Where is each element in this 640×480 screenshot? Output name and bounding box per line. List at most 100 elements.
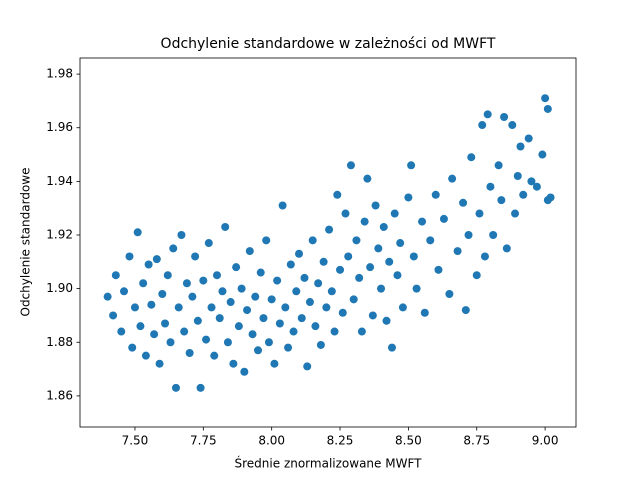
scatter-point bbox=[541, 94, 550, 103]
scatter-point bbox=[215, 314, 224, 323]
scatter-point bbox=[202, 335, 211, 344]
scatter-point bbox=[155, 359, 164, 368]
scatter-point bbox=[210, 351, 219, 360]
scatter-point bbox=[543, 104, 552, 113]
scatter-point bbox=[177, 230, 186, 239]
scatter-point bbox=[185, 348, 194, 357]
scatter-point bbox=[371, 201, 380, 210]
scatter-point bbox=[144, 260, 153, 269]
scatter-point bbox=[409, 252, 418, 261]
scatter-point bbox=[256, 268, 265, 277]
scatter-point bbox=[264, 338, 273, 347]
scatter-point bbox=[355, 273, 364, 282]
scatter-point bbox=[319, 257, 328, 266]
scatter-point bbox=[360, 217, 369, 226]
x-tick-label: 8.50 bbox=[395, 434, 422, 448]
scatter-point bbox=[204, 239, 213, 248]
scatter-point bbox=[147, 300, 156, 309]
scatter-point bbox=[475, 209, 484, 218]
scatter-point bbox=[368, 311, 377, 320]
x-axis-label: Średnie znormalizowane MWFT bbox=[235, 456, 423, 471]
scatter-point bbox=[497, 196, 506, 205]
scatter-point bbox=[524, 134, 533, 143]
scatter-point bbox=[171, 383, 180, 392]
scatter-point bbox=[199, 276, 208, 285]
chart-title: Odchylenie standardowe w zależności od M… bbox=[161, 36, 496, 52]
scatter-point bbox=[180, 327, 189, 336]
y-tick-label: 1.88 bbox=[46, 335, 73, 349]
scatter-point bbox=[327, 287, 336, 296]
scatter-point bbox=[169, 244, 178, 253]
scatter-point bbox=[467, 153, 476, 162]
scatter-point bbox=[188, 292, 197, 301]
scatter-point bbox=[254, 346, 263, 355]
scatter-point bbox=[404, 193, 413, 202]
scatter-point bbox=[459, 198, 468, 207]
scatter-point bbox=[407, 161, 416, 170]
scatter-point bbox=[221, 222, 230, 231]
scatter-point bbox=[103, 292, 112, 301]
scatter-point bbox=[453, 247, 462, 256]
y-tick-label: 1.86 bbox=[46, 388, 73, 402]
scatter-point bbox=[305, 298, 314, 307]
scatter-point bbox=[251, 292, 260, 301]
scatter-point bbox=[363, 174, 372, 183]
scatter-point bbox=[270, 359, 279, 368]
scatter-point bbox=[139, 279, 148, 288]
scatter-point bbox=[229, 359, 238, 368]
scatter-point bbox=[330, 327, 339, 336]
scatter-point bbox=[516, 142, 525, 151]
scatter-point bbox=[193, 316, 202, 325]
scatter-point bbox=[152, 255, 161, 264]
scatter-point bbox=[248, 330, 257, 339]
scatter-point bbox=[174, 303, 183, 312]
scatter-point bbox=[234, 322, 243, 331]
scatter-point bbox=[387, 343, 396, 352]
scatter-point bbox=[125, 252, 134, 261]
scatter-point bbox=[461, 306, 470, 315]
scatter-point bbox=[396, 239, 405, 248]
scatter-point bbox=[377, 284, 386, 293]
scatter-point bbox=[281, 303, 290, 312]
x-tick-label: 7.75 bbox=[190, 434, 217, 448]
scatter-point bbox=[284, 343, 293, 352]
scatter-point bbox=[393, 271, 402, 280]
scatter-point bbox=[344, 252, 353, 261]
scatter-point bbox=[223, 338, 232, 347]
scatter-point bbox=[295, 249, 304, 258]
scatter-point bbox=[357, 327, 366, 336]
scatter-point bbox=[412, 284, 421, 293]
scatter-point bbox=[109, 311, 118, 320]
scatter-point bbox=[278, 201, 287, 210]
scatter-point bbox=[472, 271, 481, 280]
scatter-point bbox=[267, 295, 276, 304]
scatter-point bbox=[382, 316, 391, 325]
scatter-point bbox=[511, 209, 520, 218]
scatter-point bbox=[527, 177, 536, 186]
y-tick-label: 1.96 bbox=[46, 120, 73, 134]
scatter-point bbox=[259, 314, 268, 323]
scatter-point bbox=[478, 121, 487, 130]
scatter-point bbox=[390, 209, 399, 218]
scatter-point bbox=[325, 225, 334, 234]
scatter-point bbox=[379, 222, 388, 231]
scatter-point bbox=[237, 284, 246, 293]
scatter-point bbox=[538, 150, 547, 159]
scatter-point bbox=[300, 273, 309, 282]
scatter-point bbox=[297, 314, 306, 323]
scatter-point bbox=[311, 322, 320, 331]
scatter-point bbox=[136, 322, 145, 331]
x-tick-label: 8.25 bbox=[327, 434, 354, 448]
scatter-point bbox=[486, 182, 495, 191]
x-tick-label: 9.00 bbox=[532, 434, 559, 448]
scatter-point bbox=[196, 383, 205, 392]
y-axis-label: Odchylenie standardowe bbox=[19, 168, 33, 317]
scatter-point bbox=[191, 252, 200, 261]
scatter-point bbox=[543, 196, 552, 205]
scatter-point bbox=[275, 319, 284, 328]
scatter-point bbox=[141, 351, 150, 360]
scatter-point bbox=[163, 271, 172, 280]
scatter-point bbox=[346, 161, 355, 170]
scatter-point bbox=[232, 263, 241, 272]
x-tick-label: 8.75 bbox=[463, 434, 490, 448]
